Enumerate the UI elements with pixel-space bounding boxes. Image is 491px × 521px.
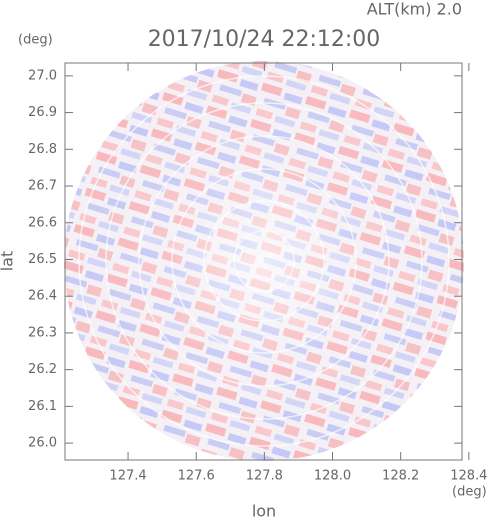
y-tick-label: 26.8 [28,142,57,157]
x-tick-label: 128.0 [314,469,351,484]
chart-title: 2017/10/24 22:12:00 [148,27,381,52]
y-unit: (deg) [18,33,53,48]
x-tick-label: 128.4 [450,469,487,484]
y-tick-label: 26.5 [28,252,57,267]
x-axis-label: lon [252,502,276,521]
plot-frame [64,62,463,461]
altitude-label: ALT(km) 2.0 [367,0,462,19]
y-axis-label: lat [0,251,17,272]
y-tick-label: 26.4 [28,289,57,304]
x-tick-label: 128.2 [382,469,419,484]
y-tick-label: 26.0 [28,436,57,451]
x-unit: (deg) [452,485,487,500]
y-tick-label: 26.1 [28,399,57,414]
y-tick-label: 27.0 [28,68,57,83]
y-tick-label: 26.6 [28,215,57,230]
y-tick-label: 26.2 [28,362,57,377]
y-tick-label: 26.3 [28,325,57,340]
x-tick-label: 127.8 [246,469,283,484]
radar-echo [64,61,464,461]
x-tick-label: 127.6 [178,469,215,484]
x-tick-label: 127.4 [109,469,146,484]
y-tick-label: 26.9 [28,105,57,120]
y-tick-label: 26.7 [28,179,57,194]
